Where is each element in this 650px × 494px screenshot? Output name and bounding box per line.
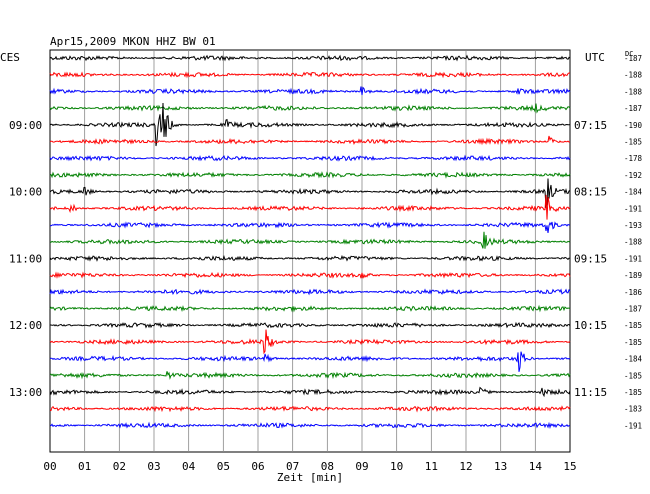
dc-value-label: -187: [624, 305, 642, 314]
dc-value-label: -183: [624, 405, 642, 414]
x-tick-label: 03: [147, 460, 160, 473]
trace-row-8: [49, 178, 571, 209]
dc-value-labels: -187 -188 -188 -187 -190 -185 -178 -192 -184 -191…: [624, 54, 643, 430]
left-time-label: 13:00: [9, 386, 42, 399]
trace-row-0: [49, 54, 571, 62]
plot-frame: [49, 49, 571, 453]
trace-row-4: [49, 102, 570, 147]
dc-value-label: -185: [624, 138, 642, 147]
trace-row-1: [49, 71, 571, 79]
trace-row-17: [49, 329, 571, 355]
right-time-label: 07:15: [574, 119, 607, 132]
x-tick-label: 12: [459, 460, 472, 473]
dc-value-label: -187: [624, 54, 642, 63]
trace-row-16: [50, 321, 571, 329]
trace-row-15: [49, 304, 571, 313]
trace-row-13: [49, 271, 571, 279]
dc-value-label: -188: [624, 87, 643, 96]
right-time-label: 09:15: [574, 252, 607, 265]
trace-row-5: [49, 135, 571, 146]
x-tick-label: 10: [390, 460, 403, 473]
grid-lines: [49, 49, 571, 453]
left-time-label: 12:00: [9, 319, 42, 332]
dc-label: DC: [625, 50, 633, 58]
trace-row-14: [49, 288, 571, 296]
right-timezone-label: UTC: [585, 51, 605, 64]
left-time-label: 09:00: [9, 119, 42, 132]
dc-value-label: -184: [624, 355, 643, 364]
right-time-labels: 07:15 08:15 09:15 10:15 11:15: [574, 119, 607, 399]
x-tick-label: 04: [182, 460, 196, 473]
x-tick-label: 09: [355, 460, 368, 473]
trace-row-19: [49, 371, 571, 380]
x-tick-label: 02: [113, 460, 126, 473]
chart-title: Apr15,2009 MKON HHZ BW 01: [50, 35, 216, 48]
x-tick-label: 11: [425, 460, 438, 473]
x-tick-label: 07: [286, 460, 299, 473]
trace-group: [49, 54, 571, 429]
trace-row-2: [49, 86, 571, 96]
dc-value-label: -191: [624, 421, 642, 430]
dc-value-label: -190: [624, 121, 643, 130]
dc-value-label: -188: [624, 238, 643, 247]
trace-row-11: [50, 231, 571, 249]
x-tick-label: 05: [217, 460, 230, 473]
dc-value-label: -191: [624, 254, 642, 263]
x-tick-labels: 00 01 02 03 04 05 06 07 08 09 10 11 12 13 14 15: [43, 460, 576, 473]
x-axis-label: Zeit [min]: [277, 471, 343, 484]
dc-value-label: -185: [624, 338, 642, 347]
trace-row-9: [49, 194, 571, 220]
dc-value-label: -188: [624, 71, 643, 80]
left-time-label: 11:00: [9, 252, 42, 265]
trace-row-3: [49, 103, 571, 114]
dc-value-label: -178: [624, 154, 643, 163]
right-time-label: 11:15: [574, 386, 607, 399]
dc-value-label: -187: [624, 104, 642, 113]
dc-value-label: -184: [624, 188, 643, 197]
dc-value-label: -192: [624, 171, 642, 180]
left-time-label: 10:00: [9, 186, 42, 199]
x-tick-label: 00: [43, 460, 56, 473]
trace-row-10: [49, 221, 571, 233]
x-tick-label: 15: [563, 460, 576, 473]
trace-row-21: [49, 405, 571, 413]
x-tick-label: 14: [529, 460, 543, 473]
right-time-label: 08:15: [574, 186, 607, 199]
trace-row-22: [49, 421, 571, 429]
left-timezone-label: CES: [0, 51, 20, 64]
dc-value-label: -185: [624, 371, 642, 380]
trace-row-7: [49, 171, 571, 179]
right-time-label: 10:15: [574, 319, 607, 332]
dc-value-label: -185: [624, 321, 642, 330]
dc-value-label: -189: [624, 271, 642, 280]
x-tick-label: 13: [494, 460, 507, 473]
x-tick-label: 08: [321, 460, 334, 473]
trace-row-20: [49, 386, 571, 398]
dc-value-label: -193: [624, 221, 642, 230]
dc-value-label: -186: [624, 288, 643, 297]
trace-row-6: [49, 154, 571, 162]
trace-row-12: [49, 254, 571, 262]
x-tick-label: 06: [251, 460, 264, 473]
dc-value-label: -185: [624, 388, 642, 397]
dc-value-label: -191: [624, 204, 642, 213]
left-time-labels: 09:00 10:00 11:00 12:00 13:00: [9, 119, 42, 399]
trace-row-18: [49, 351, 571, 372]
x-tick-label: 01: [78, 460, 91, 473]
